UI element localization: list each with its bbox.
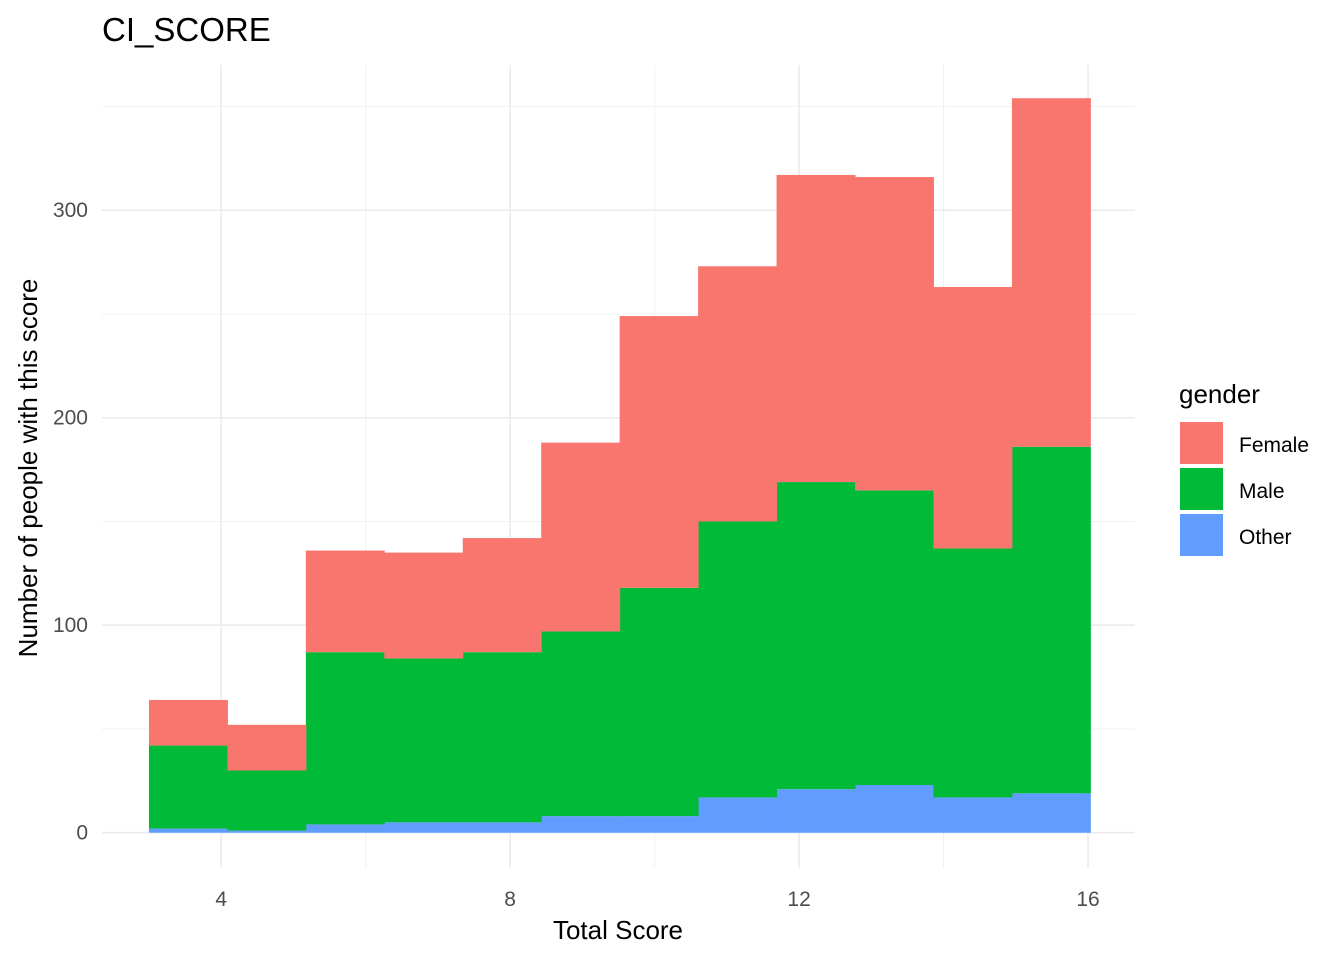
bar-other-12 <box>1011 793 1091 833</box>
legend: gender Female Male Other <box>1179 379 1309 556</box>
bar-female-3 <box>305 550 385 653</box>
bar-other-2 <box>227 830 307 833</box>
bar-other-7 <box>619 816 699 833</box>
bar-other-6 <box>541 816 621 833</box>
legend-key-male <box>1180 468 1223 510</box>
legend-key-female <box>1180 422 1223 464</box>
bar-other-9 <box>776 789 856 833</box>
bar-male-12 <box>1011 446 1091 794</box>
bar-male-6 <box>541 631 621 817</box>
y-tick-label: 300 <box>53 199 88 222</box>
legend-label-female: Female <box>1239 434 1309 457</box>
bars-layer <box>148 98 1091 833</box>
x-tick-label: 12 <box>787 888 810 911</box>
bar-female-5 <box>462 538 542 653</box>
ticks-layer: 4 8 12 16 0 100 200 300 <box>53 199 1100 911</box>
y-axis-title: Number of people with this score <box>13 279 43 658</box>
bar-female-6 <box>541 442 621 632</box>
legend-title: gender <box>1179 379 1260 409</box>
bar-male-1 <box>148 745 228 829</box>
bar-female-11 <box>933 287 1013 549</box>
bar-female-10 <box>855 177 934 491</box>
bar-male-5 <box>462 652 542 823</box>
y-tick-label: 0 <box>76 822 88 845</box>
bar-other-1 <box>148 828 228 833</box>
bar-female-8 <box>698 266 778 522</box>
x-tick-label: 4 <box>215 888 227 911</box>
bar-male-2 <box>227 770 307 831</box>
x-tick-label: 8 <box>504 888 516 911</box>
bar-male-10 <box>855 490 934 786</box>
bar-female-4 <box>384 552 464 659</box>
chart-title: CI_SCORE <box>102 11 271 48</box>
x-tick-label: 16 <box>1076 888 1099 911</box>
bar-male-4 <box>384 658 464 823</box>
bar-female-9 <box>776 174 856 483</box>
bar-other-4 <box>384 822 464 833</box>
bar-male-11 <box>933 548 1013 798</box>
bar-other-10 <box>855 785 934 833</box>
y-tick-label: 200 <box>53 407 88 430</box>
bar-female-12 <box>1011 98 1091 447</box>
bar-other-11 <box>933 797 1013 833</box>
bar-male-7 <box>619 587 699 817</box>
bar-other-3 <box>305 824 385 833</box>
bar-male-8 <box>698 521 778 798</box>
legend-label-male: Male <box>1239 480 1285 503</box>
bar-male-9 <box>776 482 856 790</box>
legend-label-other: Other <box>1239 526 1292 549</box>
legend-key-other <box>1180 514 1223 556</box>
bar-female-7 <box>619 316 699 588</box>
y-tick-label: 100 <box>53 614 88 637</box>
bar-other-8 <box>698 797 778 833</box>
x-axis-title: Total Score <box>553 915 683 945</box>
bar-female-2 <box>227 724 307 771</box>
bar-other-5 <box>462 822 542 833</box>
bar-female-1 <box>148 699 228 746</box>
bar-male-3 <box>305 652 385 825</box>
